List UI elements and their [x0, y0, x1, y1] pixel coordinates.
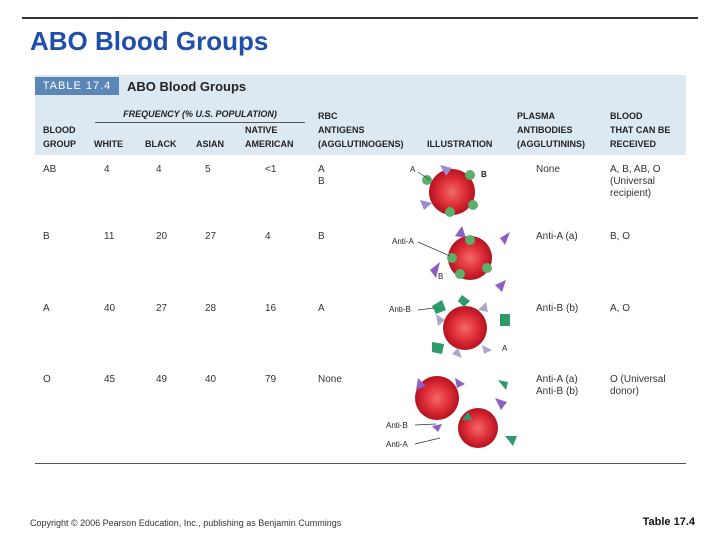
- cell-a: [432, 295, 510, 358]
- table-cell: A, B, AB, O (Universal recipient): [610, 164, 661, 199]
- table-cell: O: [43, 374, 51, 385]
- rule: [35, 463, 686, 464]
- table-cell: 45: [104, 374, 116, 385]
- table-cell: Anti-B (b): [536, 303, 579, 314]
- column-header: BLOOD THAT CAN BE RECEIVED: [610, 111, 671, 149]
- table-label: TABLE 17.4: [35, 77, 119, 95]
- column-header: ILLUSTRATION: [427, 139, 493, 149]
- illustration-label: B: [481, 170, 487, 179]
- table-cell: 4: [104, 164, 110, 175]
- table-title: ABO Blood Groups: [127, 79, 247, 94]
- table-cell: 79: [265, 374, 277, 385]
- table-cell: 11: [104, 231, 115, 242]
- table-cell: 20: [156, 231, 168, 242]
- rule: [22, 17, 698, 19]
- illustration-label: Anti-A: [386, 440, 408, 449]
- illustration-label: A: [410, 165, 416, 174]
- table-cell: Anti-A (a): [536, 231, 578, 242]
- table-cell: AB: [43, 164, 57, 175]
- column-header: PLASMA ANTIBODIES (AGGLUTININS): [517, 111, 585, 149]
- table-cell: 40: [205, 374, 217, 385]
- column-header: RBC ANTIGENS (AGGLUTINOGENS): [318, 111, 404, 149]
- table-cell: 27: [156, 303, 168, 314]
- illustration-label: Anti-B: [389, 305, 411, 314]
- table-cell: 5: [205, 164, 211, 175]
- leader-lines: [414, 171, 451, 445]
- column-header: NATIVE AMERICAN: [245, 125, 294, 149]
- table-cell: 28: [205, 303, 217, 314]
- table-cell: None: [318, 374, 342, 385]
- table-cell: 49: [156, 374, 168, 385]
- column-header: ASIAN: [196, 139, 225, 149]
- header-band: [35, 75, 686, 155]
- table-cell: O (Universal donor): [610, 374, 666, 397]
- illustration-label: Anti-B: [386, 421, 408, 430]
- table-cell: B: [318, 231, 325, 242]
- table-cell: B, O: [610, 231, 631, 242]
- rule: [95, 122, 305, 123]
- column-header: BLACK: [145, 139, 177, 149]
- frequency-header: FREQUENCY (% U.S. POPULATION): [123, 109, 277, 119]
- illustration-label: A: [502, 344, 508, 353]
- illustration-label: Anti-A: [392, 237, 414, 246]
- table-cell: Anti-A (a) Anti-B (b): [536, 374, 579, 397]
- column-header: BLOOD GROUP: [43, 125, 77, 149]
- table-cell: 40: [104, 303, 116, 314]
- column-header: WHITE: [94, 139, 123, 149]
- table-caption: Table 17.4: [642, 516, 695, 528]
- table-cell: None: [536, 164, 560, 175]
- cell-o: [415, 376, 517, 448]
- illustration-label: B: [438, 272, 444, 281]
- table-cell: A: [43, 303, 50, 314]
- cell-b: [430, 226, 510, 292]
- copyright: Copyright © 2006 Pearson Education, Inc.…: [30, 518, 342, 528]
- table-cell: 4: [156, 164, 162, 175]
- table-cell: A, O: [610, 303, 631, 314]
- slide-title: ABO Blood Groups: [30, 26, 269, 56]
- table-cell: 4: [265, 231, 271, 242]
- table-cell: 27: [205, 231, 217, 242]
- table-cell: B: [43, 231, 50, 242]
- cell-ab: [420, 165, 478, 217]
- table-cell: A B: [318, 164, 325, 187]
- table-cell: 16: [265, 303, 277, 314]
- table-cell: <1: [265, 164, 277, 175]
- table-cell: A: [318, 303, 325, 314]
